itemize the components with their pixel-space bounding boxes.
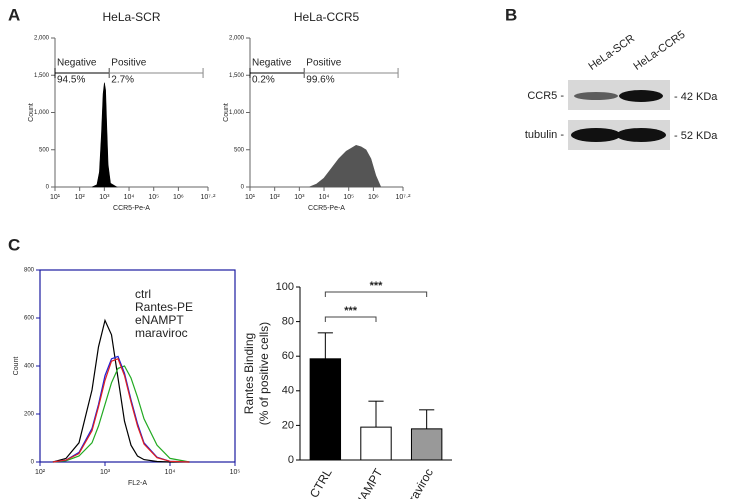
histogram [91, 82, 118, 188]
y-tick-label: 2,000 [34, 36, 50, 42]
gate-value: 99.6% [306, 75, 334, 86]
x-tick-label: 10⁴ [124, 194, 135, 201]
row-label: CCR5 - [527, 90, 564, 102]
x-tick-label: 10³ [100, 469, 111, 476]
x-axis-label: CCR5-Pe-A [308, 205, 345, 212]
y-tick-label: 80 [282, 316, 294, 328]
y-tick-label: 60 [282, 350, 294, 362]
x-tick-label: 10¹ [50, 194, 61, 201]
y-tick-label: 0 [31, 460, 35, 466]
y-tick-label: 500 [39, 147, 50, 153]
x-tick-label: 10³ [99, 194, 110, 201]
y-tick-label: 2,000 [229, 36, 245, 42]
chart-title: HeLa-CCR5 [294, 10, 360, 24]
legend-entry: maraviroc [135, 326, 188, 340]
significance-label: *** [344, 305, 358, 317]
y-tick-label: 20 [282, 419, 294, 431]
x-tick-label: 10⁵ [343, 194, 354, 201]
x-tick-label: 10⁵ [230, 469, 241, 476]
y-tick-label: 200 [24, 412, 35, 418]
y-tick-label: 100 [276, 281, 294, 293]
x-tick-label: 10¹ [245, 194, 256, 201]
x-tick-label: 10³ [294, 194, 305, 201]
x-tick-label: 10⁷·² [396, 194, 412, 201]
panel-label: B [505, 5, 517, 24]
gate-name: Negative [252, 58, 292, 69]
x-tick-label: 10⁴ [319, 194, 330, 201]
y-tick-label: 1,500 [34, 73, 50, 79]
legend-entry: eNAMPT [135, 313, 184, 327]
x-tick-label: 10⁷·² [201, 194, 217, 201]
y-axis-label: (% of positive cells) [257, 322, 271, 425]
histogram-line [52, 358, 190, 463]
x-tick-label: 10² [270, 194, 281, 201]
panel-label: A [8, 5, 20, 24]
size-label: - 52 KDa [674, 130, 718, 142]
gate-value: 0.2% [252, 75, 275, 86]
panel-label: C [8, 235, 20, 254]
x-tick-label: 10² [35, 469, 46, 476]
y-tick-label: 400 [24, 364, 35, 370]
histogram-line [52, 365, 190, 463]
gate-name: Positive [111, 58, 146, 69]
blot-band [616, 128, 666, 142]
chart-title: HeLa-SCR [102, 10, 160, 24]
y-tick-label: 0 [288, 454, 294, 466]
bar [410, 428, 443, 461]
y-tick-label: 500 [234, 147, 245, 153]
x-tick-label: 10⁴ [165, 469, 176, 476]
y-tick-label: 1,500 [229, 73, 245, 79]
y-tick-label: 1,000 [34, 110, 50, 116]
y-tick-label: 0 [241, 185, 245, 191]
gate-value: 94.5% [57, 75, 85, 86]
western-blot: HeLa-SCR HeLa-CCR5 CCR5 - - 42 KDa tubul… [525, 29, 718, 150]
y-tick-label: 600 [24, 316, 35, 322]
size-label: - 42 KDa [674, 91, 718, 103]
row-label: tubulin - [525, 129, 564, 141]
x-tick-label: 10⁵ [148, 194, 159, 201]
blot-band [619, 90, 663, 102]
x-axis-label: FL2-A [128, 480, 147, 487]
significance-bracket [324, 316, 377, 322]
bar [360, 426, 392, 461]
y-tick-label: 800 [24, 268, 35, 274]
y-tick-label: 1,000 [229, 110, 245, 116]
y-axis-label: Count [13, 357, 20, 376]
significance-label: *** [370, 280, 384, 292]
y-axis-label: Rantes Binding [242, 333, 256, 414]
gate-value: 2.7% [111, 75, 134, 86]
significance-bracket [324, 291, 428, 297]
x-tick-label: 10⁶ [173, 194, 184, 201]
histogram [309, 144, 382, 188]
gate-name: Positive [306, 58, 341, 69]
y-axis-label: Count [28, 103, 35, 122]
gate-name: Negative [57, 58, 97, 69]
x-tick-label: 10⁶ [368, 194, 379, 201]
blot-band [571, 128, 621, 142]
y-tick-label: 40 [282, 385, 294, 397]
histogram-line [52, 318, 190, 463]
y-axis-label: Count [223, 103, 230, 122]
legend-entry: ctrl [135, 287, 151, 301]
blot-band [574, 92, 618, 100]
legend-entry: Rantes-PE [135, 300, 193, 314]
bar [309, 358, 342, 461]
x-tick-label: 10² [75, 194, 86, 201]
y-tick-label: 0 [46, 185, 50, 191]
x-axis-label: CCR5-Pe-A [113, 205, 150, 212]
